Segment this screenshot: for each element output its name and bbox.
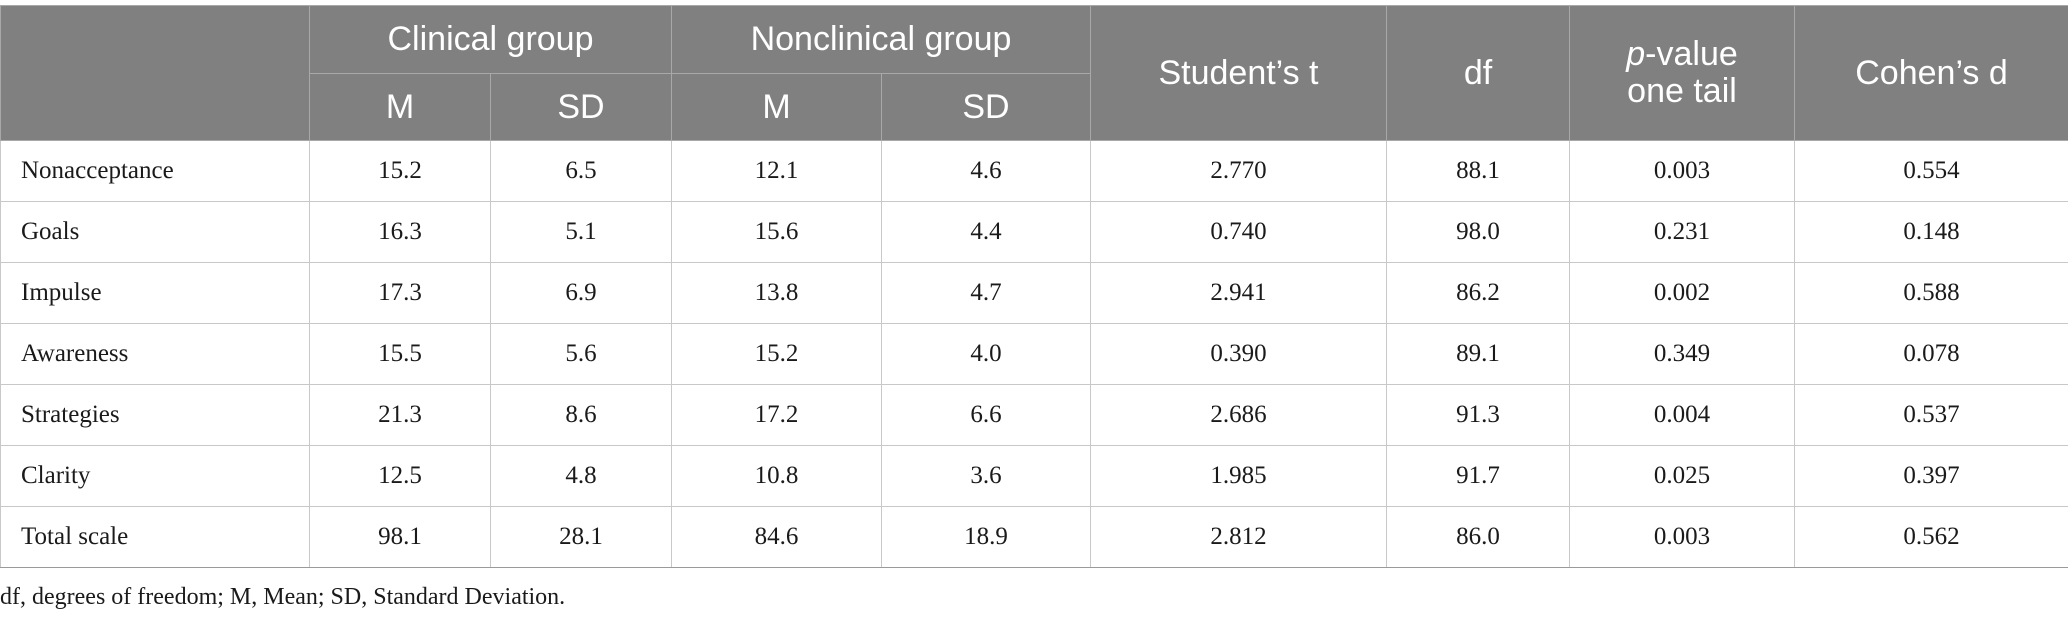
clinical-m-cell: 16.3 — [309, 201, 491, 263]
row-label: Total scale — [0, 506, 310, 568]
clinical-m-cell: 21.3 — [309, 384, 491, 446]
table-footnote: df, degrees of freedom; M, Mean; SD, Sta… — [0, 584, 566, 610]
row-label: Impulse — [0, 262, 310, 324]
students-t-cell: 0.740 — [1090, 201, 1387, 263]
table-body: Nonacceptance 15.2 6.5 12.1 4.6 2.770 88… — [0, 140, 2068, 568]
df-cell: 98.0 — [1386, 201, 1570, 263]
clinical-sd-cell: 28.1 — [490, 506, 672, 568]
clinical-m-cell: 98.1 — [309, 506, 491, 568]
df-cell: 91.3 — [1386, 384, 1570, 446]
header-df: df — [1386, 5, 1570, 141]
nonclinical-m-cell: 13.8 — [671, 262, 882, 324]
df-cell: 86.2 — [1386, 262, 1570, 324]
p-value-cell: 0.025 — [1569, 445, 1795, 507]
nonclinical-m-cell: 12.1 — [671, 140, 882, 202]
p-value-cell: 0.004 — [1569, 384, 1795, 446]
header-p-value-italic: p — [1626, 35, 1646, 74]
cohens-d-cell: 0.588 — [1794, 262, 2068, 324]
clinical-m-cell: 15.5 — [309, 323, 491, 385]
students-t-cell: 0.390 — [1090, 323, 1387, 385]
header-students-t: Student’s t — [1090, 5, 1387, 141]
row-label: Strategies — [0, 384, 310, 446]
students-t-cell: 2.686 — [1090, 384, 1387, 446]
row-label: Goals — [0, 201, 310, 263]
clinical-sd-cell: 8.6 — [490, 384, 672, 446]
clinical-sd-cell: 5.6 — [490, 323, 672, 385]
cohens-d-cell: 0.562 — [1794, 506, 2068, 568]
nonclinical-sd-cell: 6.6 — [881, 384, 1091, 446]
header-row-2: M SD M SD — [1, 73, 2068, 141]
header-row-1: Clinical group Nonclinical group Student… — [0, 5, 2068, 141]
clinical-m-cell: 12.5 — [309, 445, 491, 507]
cohens-d-cell: 0.148 — [1794, 201, 2068, 263]
cohens-d-cell: 0.397 — [1794, 445, 2068, 507]
cohens-d-cell: 0.554 — [1794, 140, 2068, 202]
table-row: Nonacceptance 15.2 6.5 12.1 4.6 2.770 88… — [0, 140, 2068, 202]
header-clinical-group: Clinical group — [309, 5, 672, 74]
p-value-cell: 0.349 — [1569, 323, 1795, 385]
table-row: Impulse 17.3 6.9 13.8 4.7 2.941 86.2 0.0… — [0, 262, 2068, 324]
header-p-value: p-value one tail — [1569, 5, 1795, 141]
clinical-sd-cell: 4.8 — [490, 445, 672, 507]
clinical-sd-cell: 5.1 — [490, 201, 672, 263]
results-table: Clinical group Nonclinical group Student… — [0, 5, 2068, 568]
cohens-d-cell: 0.078 — [1794, 323, 2068, 385]
nonclinical-sd-cell: 3.6 — [881, 445, 1091, 507]
nonclinical-m-cell: 15.2 — [671, 323, 882, 385]
df-cell: 91.7 — [1386, 445, 1570, 507]
header-cohens-d: Cohen’s d — [1794, 5, 2068, 141]
p-value-cell: 0.003 — [1569, 140, 1795, 202]
clinical-sd-cell: 6.5 — [490, 140, 672, 202]
row-label: Nonacceptance — [0, 140, 310, 202]
nonclinical-sd-cell: 4.6 — [881, 140, 1091, 202]
nonclinical-m-cell: 10.8 — [671, 445, 882, 507]
nonclinical-sd-cell: 4.0 — [881, 323, 1091, 385]
results-table-container: Clinical group Nonclinical group Student… — [0, 5, 2068, 568]
df-cell: 88.1 — [1386, 140, 1570, 202]
df-cell: 86.0 — [1386, 506, 1570, 568]
header-corner-cell — [0, 5, 310, 141]
p-value-cell: 0.002 — [1569, 262, 1795, 324]
header-nonclinical-group: Nonclinical group — [671, 5, 1091, 74]
students-t-cell: 2.941 — [1090, 262, 1387, 324]
header-clinical-sd: SD — [490, 73, 672, 141]
table-row: Goals 16.3 5.1 15.6 4.4 0.740 98.0 0.231… — [0, 201, 2068, 263]
nonclinical-m-cell: 84.6 — [671, 506, 882, 568]
p-value-cell: 0.231 — [1569, 201, 1795, 263]
nonclinical-sd-cell: 18.9 — [881, 506, 1091, 568]
row-label: Clarity — [0, 445, 310, 507]
header-nonclinical-sd: SD — [881, 73, 1091, 141]
nonclinical-m-cell: 17.2 — [671, 384, 882, 446]
nonclinical-sd-cell: 4.4 — [881, 201, 1091, 263]
row-label: Awareness — [0, 323, 310, 385]
students-t-cell: 2.770 — [1090, 140, 1387, 202]
clinical-m-cell: 15.2 — [309, 140, 491, 202]
students-t-cell: 1.985 — [1090, 445, 1387, 507]
table-row: Total scale 98.1 28.1 84.6 18.9 2.812 86… — [0, 506, 2068, 568]
header-nonclinical-m: M — [671, 73, 882, 141]
table-row: Clarity 12.5 4.8 10.8 3.6 1.985 91.7 0.0… — [0, 445, 2068, 507]
table-row: Awareness 15.5 5.6 15.2 4.0 0.390 89.1 0… — [0, 323, 2068, 385]
header-p-value-line2: one tail — [1627, 72, 1737, 110]
table-header: Clinical group Nonclinical group Student… — [0, 5, 2068, 141]
students-t-cell: 2.812 — [1090, 506, 1387, 568]
clinical-m-cell: 17.3 — [309, 262, 491, 324]
p-value-cell: 0.003 — [1569, 506, 1795, 568]
table-row: Strategies 21.3 8.6 17.2 6.6 2.686 91.3 … — [0, 384, 2068, 446]
df-cell: 89.1 — [1386, 323, 1570, 385]
cohens-d-cell: 0.537 — [1794, 384, 2068, 446]
clinical-sd-cell: 6.9 — [490, 262, 672, 324]
header-clinical-m: M — [309, 73, 491, 141]
header-p-value-rest: -value — [1645, 35, 1738, 74]
nonclinical-sd-cell: 4.7 — [881, 262, 1091, 324]
nonclinical-m-cell: 15.6 — [671, 201, 882, 263]
